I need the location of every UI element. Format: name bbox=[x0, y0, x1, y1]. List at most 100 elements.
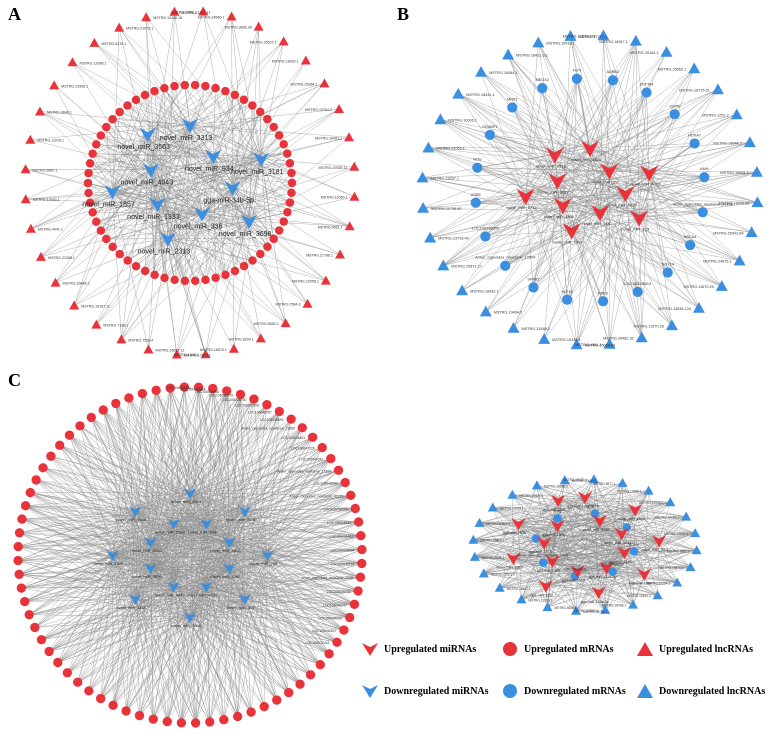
edge bbox=[229, 508, 356, 569]
edge bbox=[229, 541, 362, 564]
edge bbox=[644, 566, 691, 575]
ring-node-label: LOC106040057 bbox=[248, 410, 272, 414]
edge bbox=[135, 510, 311, 675]
edge bbox=[112, 554, 301, 685]
edge bbox=[112, 162, 290, 192]
edge bbox=[112, 554, 210, 722]
mirna-label: novel_miR_1033 bbox=[604, 541, 631, 545]
mirna-label: novel_miR_336 bbox=[227, 605, 256, 610]
mirna-node bbox=[548, 173, 567, 190]
edge bbox=[25, 505, 151, 543]
mirna-node bbox=[599, 561, 614, 575]
mirna-node bbox=[592, 514, 607, 528]
mrna-node-label: CRABP1 bbox=[482, 125, 497, 129]
lncrna-node bbox=[751, 196, 764, 208]
edge bbox=[244, 447, 323, 599]
mrna-node bbox=[297, 423, 307, 433]
edge bbox=[119, 27, 262, 160]
lncrna-node bbox=[478, 568, 489, 578]
mirna-node bbox=[591, 204, 610, 222]
edge bbox=[443, 211, 601, 266]
edge bbox=[525, 78, 578, 197]
ring-node-label: MSTRG.1448.1 bbox=[174, 353, 199, 357]
edge bbox=[557, 177, 705, 181]
edge bbox=[90, 155, 214, 164]
edge bbox=[30, 191, 113, 229]
edge bbox=[525, 195, 673, 326]
edge bbox=[106, 126, 250, 222]
edge bbox=[147, 134, 262, 339]
legend-item-down-mirna: Downregulated miRNAs bbox=[360, 682, 489, 700]
edge bbox=[176, 213, 203, 355]
lncrna-node bbox=[253, 21, 264, 31]
edge bbox=[473, 520, 600, 540]
edge bbox=[576, 172, 650, 345]
edge bbox=[213, 156, 261, 255]
lncrna-node bbox=[25, 134, 36, 144]
edge bbox=[229, 567, 338, 643]
edge bbox=[42, 467, 136, 512]
edge bbox=[173, 523, 350, 618]
lncrna-node bbox=[479, 305, 492, 317]
edge bbox=[18, 523, 174, 561]
panel-c-letter: C bbox=[8, 370, 21, 390]
panel-b-network: novel_miR_1426 novel_miR_332 novel_miR_400… bbox=[416, 29, 764, 350]
mirna-node bbox=[129, 594, 142, 605]
edge bbox=[513, 557, 576, 577]
edge bbox=[558, 500, 671, 503]
edge bbox=[74, 220, 250, 306]
ring-node-label: Anser_cygnoides_newGene_41815 bbox=[290, 494, 344, 498]
lncrna-node bbox=[542, 602, 553, 612]
edge bbox=[232, 119, 268, 188]
edge bbox=[90, 163, 151, 170]
edge bbox=[135, 598, 330, 655]
edge bbox=[189, 616, 265, 707]
legend-label: Downregulated lncRNAs bbox=[659, 685, 766, 697]
edge bbox=[150, 541, 361, 578]
mirna-label: novel_miR_934 bbox=[185, 166, 234, 173]
edge bbox=[599, 482, 623, 521]
mrna-node bbox=[205, 717, 215, 727]
edge bbox=[485, 217, 640, 312]
edge bbox=[189, 124, 350, 138]
mrna-node bbox=[669, 109, 680, 120]
ring-node-label: MSTRG.11728.50 bbox=[431, 207, 461, 211]
edge bbox=[525, 195, 752, 233]
edge bbox=[72, 62, 262, 160]
edge bbox=[173, 523, 338, 643]
edge bbox=[267, 437, 313, 556]
edge bbox=[173, 495, 351, 524]
ring-node-label: Anser_cygnoides_newGene_17800 bbox=[277, 469, 331, 473]
edge bbox=[150, 495, 351, 569]
ring-node-label: MSTRG.16687.13 bbox=[155, 348, 184, 352]
ring-node-label: MSTRG.16848.3 bbox=[63, 282, 90, 286]
edge bbox=[249, 137, 350, 222]
edge bbox=[25, 505, 174, 587]
mirna-label: novel_miR_4043 bbox=[155, 593, 186, 598]
ring-node-label: MSTRG.7596.4 bbox=[128, 338, 153, 342]
edge bbox=[127, 105, 152, 170]
mrna-node bbox=[537, 83, 548, 94]
edge bbox=[512, 494, 514, 559]
edge bbox=[147, 133, 293, 184]
lncrna-node bbox=[690, 528, 701, 538]
mrna-node bbox=[14, 569, 24, 580]
edge bbox=[112, 16, 232, 192]
mrna-node bbox=[170, 81, 179, 91]
ring-node-label: MSTRG.1252.2 bbox=[702, 113, 728, 117]
mirna-node bbox=[194, 207, 211, 222]
edge bbox=[169, 388, 174, 524]
mrna-node bbox=[190, 276, 200, 286]
edge bbox=[147, 134, 206, 355]
mirna-node bbox=[159, 232, 176, 247]
ring-node-label: MSTRG.16481.1 bbox=[315, 136, 342, 140]
edge bbox=[49, 598, 136, 652]
mirna-label: novel_miR_332 bbox=[591, 180, 620, 185]
mrna-node bbox=[91, 140, 101, 149]
edge bbox=[475, 202, 563, 206]
edge bbox=[253, 399, 268, 556]
mirna-label: gga-miR-1335 bbox=[543, 508, 566, 512]
mrna-node bbox=[193, 382, 204, 392]
ring-node-label: MSTRG.25066.64 bbox=[585, 344, 616, 348]
mrna-node bbox=[108, 242, 117, 252]
